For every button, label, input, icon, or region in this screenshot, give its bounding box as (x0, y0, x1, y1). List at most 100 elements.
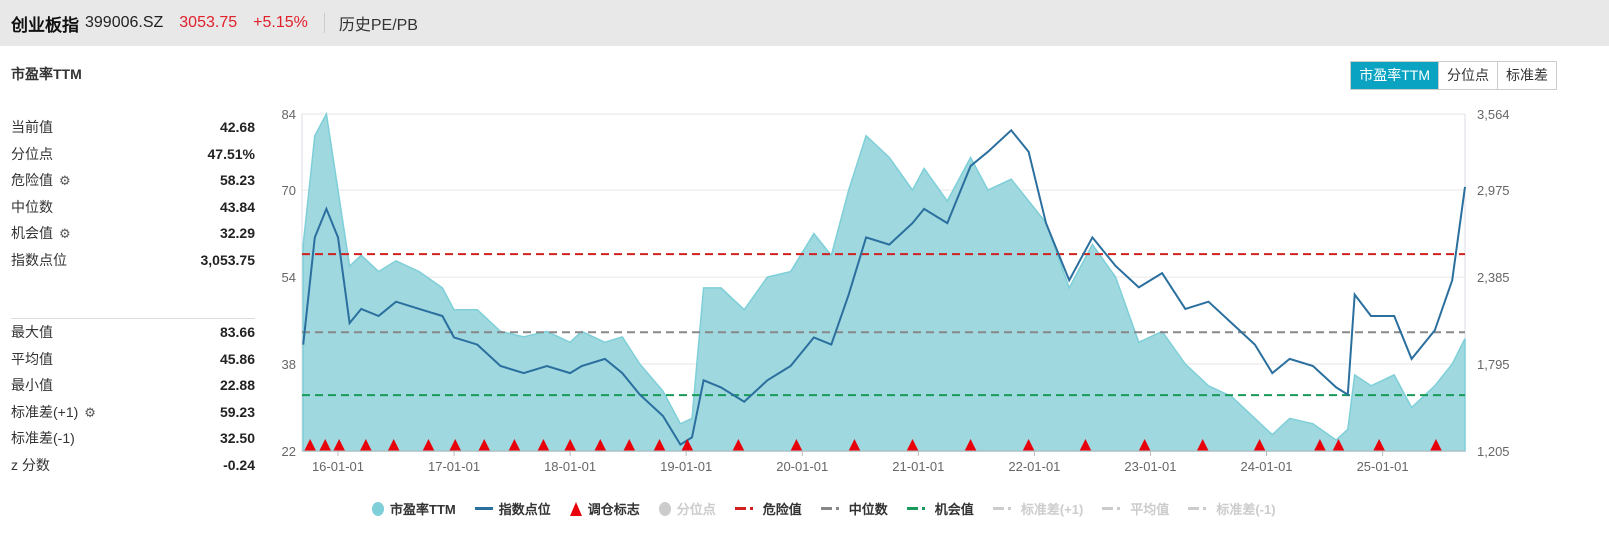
stat-row: 标准差(-1) 32.50 (11, 425, 255, 452)
index-code: 399006.SZ (85, 14, 164, 31)
stat-label-text: 分位点 (11, 145, 53, 162)
legend-item[interactable]: 中位数 (820, 499, 888, 518)
rebalance-marker (1196, 439, 1209, 451)
legend-item[interactable]: 指数点位 (474, 499, 551, 518)
legend-dash-icon (1102, 506, 1121, 510)
rebalance-marker (387, 439, 400, 451)
legend-item[interactable]: 市盈率TTM (372, 499, 456, 518)
rebalance-marker (319, 439, 332, 451)
rebalance-marker (964, 439, 977, 451)
stat-value: 59.23 (219, 403, 255, 420)
stats-top: 当前值 42.68 分位点 47.51% 危险值 ⚙ 58.23 中位数 43.84 机会值 ⚙ 32… (11, 114, 255, 273)
rebalance-marker (623, 439, 636, 451)
stat-label: 标准差(+1) ⚙ (11, 402, 96, 422)
stat-label: 指数点位 (11, 250, 67, 270)
legend-label: 危险值 (762, 502, 802, 517)
x-tick-label: 20-01-01 (776, 459, 828, 474)
rebalance-marker (564, 439, 577, 451)
stat-label-text: 指数点位 (11, 251, 67, 268)
gear-icon[interactable]: ⚙ (59, 226, 71, 242)
rebalance-marker (1373, 439, 1386, 451)
index-change: +5.15% (253, 14, 308, 31)
stat-row: 危险值 ⚙ 58.23 (11, 167, 255, 194)
legend-line-icon (474, 506, 493, 510)
legend-label: 中位数 (848, 502, 888, 517)
stat-value: 47.51% (207, 145, 255, 162)
rebalance-marker (1332, 439, 1345, 451)
legend-item[interactable]: 机会值 (906, 499, 974, 518)
legend-item[interactable]: 调仓标志 (569, 499, 640, 518)
y-right-tick-label: 1,795 (1477, 357, 1510, 372)
stat-label: 当前值 (11, 117, 53, 137)
gear-icon[interactable]: ⚙ (84, 404, 96, 420)
stat-value: 42.68 (219, 119, 255, 136)
legend-item[interactable]: 分位点 (658, 499, 716, 518)
x-tick-label: 16-01-01 (312, 459, 364, 474)
index-price: 3053.75 (179, 14, 238, 31)
legend-dash-icon (1188, 506, 1207, 510)
rebalance-marker (1253, 439, 1266, 451)
gear-icon[interactable]: ⚙ (59, 173, 71, 189)
y-left-tick-label: 22 (282, 444, 296, 459)
legend-dot-icon (658, 501, 671, 516)
rebalance-marker (449, 439, 462, 451)
x-tick-label: 18-01-01 (544, 459, 596, 474)
stat-label: 危险值 ⚙ (11, 170, 71, 190)
rebalance-marker (906, 439, 919, 451)
legend-label: 分位点 (676, 502, 716, 517)
section-title: 市盈率TTM (11, 66, 82, 82)
legend-item[interactable]: 危险值 (734, 499, 802, 518)
y-right-tick-label: 2,975 (1477, 183, 1510, 198)
stat-label-text: 机会值 (11, 225, 53, 242)
x-tick-label: 24-01-01 (1241, 459, 1293, 474)
x-tick-label: 17-01-01 (428, 459, 480, 474)
rebalance-marker (333, 439, 346, 451)
stat-value: 22.88 (219, 377, 255, 394)
index-line (302, 128, 1466, 446)
rebalance-marker (1138, 439, 1151, 451)
legend-item[interactable]: 标准差(+1) (992, 499, 1084, 518)
x-tick-label: 21-01-01 (892, 459, 944, 474)
stat-label: 标准差(-1) (11, 428, 75, 448)
history-pe-pb-link[interactable]: 历史PE/PB (338, 17, 418, 34)
rebalance-marker (1313, 439, 1326, 451)
stat-row: 中位数 43.84 (11, 194, 255, 221)
y-right-tick-label: 1,205 (1477, 444, 1510, 459)
y-left-tick-label: 38 (282, 357, 296, 372)
metric-tabs: 市盈率TTM 分位点 标准差 (1350, 61, 1557, 90)
stat-label-text: 标准差(+1) (11, 403, 79, 420)
stat-row: 当前值 42.68 (11, 114, 255, 141)
stat-value: -0.24 (223, 456, 255, 473)
stat-row: 指数点位 3,053.75 (11, 247, 255, 274)
index-name: 创业板指 (11, 15, 79, 35)
x-tick-label: 23-01-01 (1124, 459, 1176, 474)
rebalance-marker (304, 439, 317, 451)
rebalance-marker (732, 439, 745, 451)
tab-pe-ttm[interactable]: 市盈率TTM (1351, 62, 1438, 89)
legend-label: 标准差(-1) (1216, 502, 1276, 517)
stat-row: 机会值 ⚙ 32.29 (11, 220, 255, 247)
legend-label: 平均值 (1130, 502, 1170, 517)
rebalance-marker (790, 439, 803, 451)
rebalance-marker (1079, 439, 1092, 451)
legend-item[interactable]: 标准差(-1) (1188, 499, 1276, 518)
stat-label: 最小值 (11, 375, 53, 395)
x-tick-label: 25-01-01 (1357, 459, 1409, 474)
tab-std-dev[interactable]: 标准差 (1497, 62, 1556, 89)
stat-row: 标准差(+1) ⚙ 59.23 (11, 399, 255, 426)
tab-percentile[interactable]: 分位点 (1438, 62, 1497, 89)
rebalance-marker (653, 439, 666, 451)
header-bar: 创业板指 399006.SZ 3053.75 +5.15% 历史PE/PB (0, 0, 1609, 46)
stat-label-text: 平均值 (11, 350, 53, 367)
legend-dash-icon (906, 506, 925, 510)
legend-label: 标准差(+1) (1020, 502, 1084, 517)
y-left-tick-label: 84 (282, 107, 296, 122)
stat-value: 32.29 (219, 225, 255, 242)
rebalance-marker (508, 439, 521, 451)
stat-label-text: 最大值 (11, 324, 53, 341)
legend-item[interactable]: 平均值 (1102, 499, 1169, 518)
stat-label: 平均值 (11, 349, 53, 369)
legend-dash-icon (992, 506, 1011, 510)
stat-label: 分位点 (11, 144, 53, 164)
